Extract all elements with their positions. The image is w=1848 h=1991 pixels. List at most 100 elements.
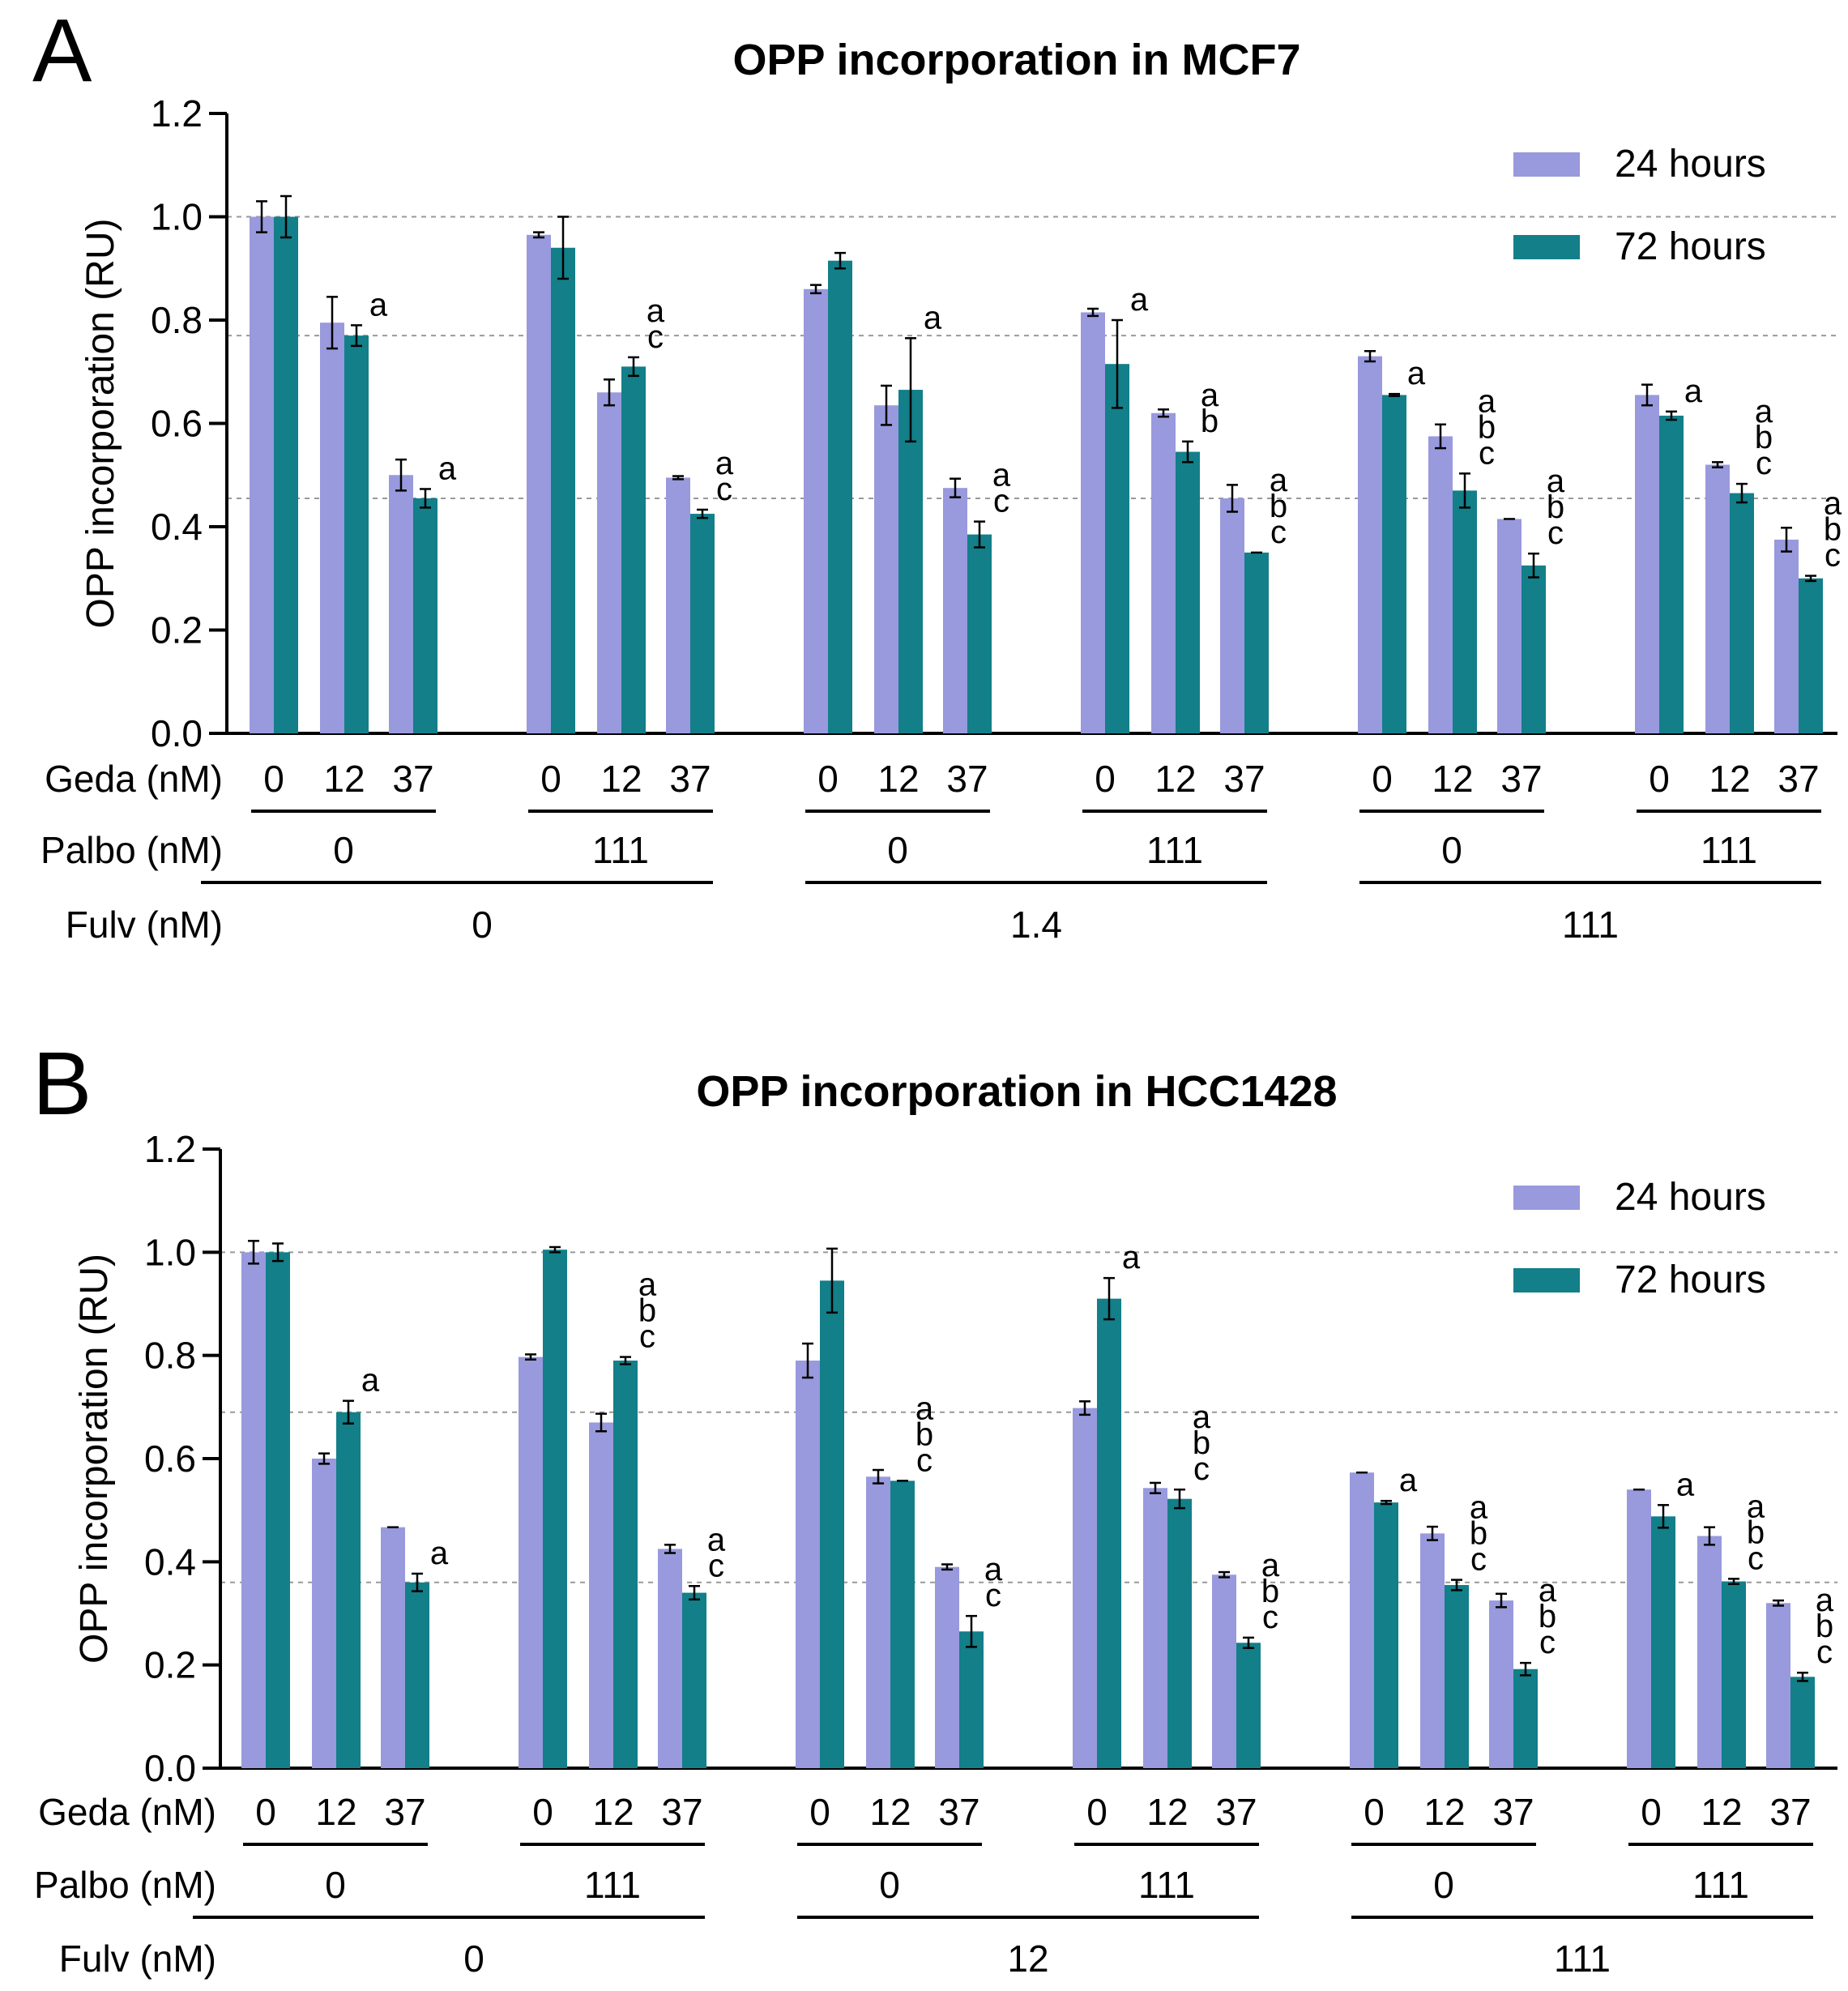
geda-label: 37 bbox=[384, 1791, 425, 1833]
significance-letter: c bbox=[1816, 1634, 1833, 1670]
bar bbox=[381, 1527, 405, 1768]
bar bbox=[866, 1476, 890, 1768]
y-tick-label: 0.6 bbox=[144, 1438, 196, 1480]
y-tick-label: 0.8 bbox=[144, 1335, 196, 1377]
significance-letter: a bbox=[707, 1522, 726, 1557]
y-tick-label: 0.0 bbox=[151, 712, 203, 754]
geda-label: 0 bbox=[809, 1791, 830, 1833]
palbo-label: 0 bbox=[333, 829, 354, 871]
geda-label: 12 bbox=[1701, 1791, 1742, 1833]
geda-label: 12 bbox=[1146, 1791, 1188, 1833]
significance-letter: b bbox=[1824, 512, 1842, 548]
legend-swatch bbox=[1513, 1186, 1580, 1210]
fulv-label: 0 bbox=[472, 904, 493, 946]
chart-panel-B: B OPP incorporation in HCC1428 OPP incorpo… bbox=[32, 1034, 1837, 1980]
geda-label: 12 bbox=[600, 758, 642, 800]
significance-letter: b bbox=[638, 1293, 656, 1329]
significance-letter: a bbox=[915, 1391, 934, 1426]
significance-letter: b bbox=[1193, 1425, 1210, 1461]
bar bbox=[519, 1357, 543, 1768]
geda-label: 0 bbox=[532, 1791, 553, 1833]
bar bbox=[959, 1631, 984, 1768]
bar bbox=[1097, 1298, 1121, 1768]
significance-letter: b bbox=[1201, 404, 1218, 439]
geda-label: 37 bbox=[1492, 1791, 1534, 1833]
geda-label: 37 bbox=[669, 758, 711, 800]
significance-letter: a bbox=[1122, 1240, 1141, 1275]
significance-letter: a bbox=[361, 1363, 380, 1399]
significance-letter: a bbox=[1407, 356, 1426, 391]
chart-title: OPP incorporation in HCC1428 bbox=[696, 1067, 1337, 1116]
bar bbox=[1705, 464, 1730, 733]
geda-label: 0 bbox=[817, 758, 839, 800]
significance-letter: a bbox=[924, 300, 942, 335]
bar bbox=[1697, 1536, 1722, 1768]
legend-label: 72 hours bbox=[1615, 225, 1766, 268]
bar bbox=[1236, 1643, 1261, 1768]
significance-letter: a bbox=[1547, 464, 1565, 499]
significance-letter: c bbox=[708, 1548, 724, 1583]
fulv-label: 1.4 bbox=[1010, 904, 1062, 946]
significance-letter: c bbox=[716, 472, 732, 507]
y-tick-label: 0.2 bbox=[151, 609, 203, 652]
geda-label: 12 bbox=[869, 1791, 911, 1833]
bar bbox=[898, 390, 923, 733]
significance-letter: a bbox=[1201, 378, 1219, 413]
geda-label: 0 bbox=[1086, 1791, 1108, 1833]
legend-label: 24 hours bbox=[1615, 1176, 1766, 1219]
row-label-fulv: Fulv (nM) bbox=[66, 904, 223, 946]
bar bbox=[1176, 451, 1200, 733]
palbo-label: 111 bbox=[592, 829, 649, 871]
bar bbox=[967, 534, 992, 733]
palbo-label: 0 bbox=[887, 829, 908, 871]
y-tick-label: 1.0 bbox=[144, 1231, 196, 1273]
significance-letter: a bbox=[1676, 1467, 1695, 1502]
geda-label: 12 bbox=[1423, 1791, 1465, 1833]
geda-label: 12 bbox=[592, 1791, 634, 1833]
bar bbox=[1730, 493, 1754, 733]
bar bbox=[551, 247, 575, 733]
significance-letter: b bbox=[1261, 1574, 1279, 1609]
bar bbox=[1374, 1502, 1398, 1768]
geda-label: 37 bbox=[1223, 758, 1265, 800]
significance-letter: a bbox=[430, 1536, 449, 1571]
legend-swatch bbox=[1513, 235, 1580, 259]
fulv-label: 111 bbox=[1562, 904, 1619, 946]
bar bbox=[1522, 565, 1546, 733]
bar bbox=[1635, 395, 1659, 733]
significance-letter: c bbox=[1748, 1540, 1764, 1576]
significance-letter: a bbox=[715, 446, 734, 481]
bar bbox=[1774, 539, 1799, 733]
bar bbox=[344, 335, 369, 733]
significance-letter: a bbox=[369, 287, 388, 323]
significance-letter: a bbox=[647, 293, 665, 329]
row-label-geda: Geda (nM) bbox=[38, 1791, 216, 1833]
y-tick-label: 1.2 bbox=[144, 1128, 196, 1170]
bar bbox=[589, 1422, 613, 1768]
geda-label: 37 bbox=[946, 758, 988, 800]
bar bbox=[1105, 364, 1129, 733]
significance-letter: a bbox=[1261, 1548, 1280, 1583]
bar bbox=[336, 1412, 361, 1768]
bar bbox=[405, 1582, 429, 1768]
significance-letter: c bbox=[1547, 515, 1564, 551]
significance-letter: c bbox=[1262, 1600, 1278, 1635]
y-axis-label: OPP incorporation (RU) bbox=[79, 219, 122, 629]
significance-letter: b bbox=[1747, 1515, 1765, 1550]
significance-letter: c bbox=[1825, 538, 1841, 574]
bar bbox=[1453, 490, 1477, 733]
significance-letter: a bbox=[1824, 486, 1842, 522]
significance-letter: c bbox=[1539, 1625, 1556, 1660]
y-tick-label: 0.2 bbox=[144, 1644, 196, 1686]
bar bbox=[312, 1459, 336, 1768]
significance-letter: a bbox=[992, 458, 1011, 493]
row-label-geda: Geda (nM) bbox=[45, 758, 223, 800]
bar bbox=[1220, 498, 1244, 733]
bar bbox=[1497, 519, 1522, 733]
significance-letter: c bbox=[985, 1578, 1001, 1613]
bar bbox=[1382, 395, 1406, 733]
significance-letter: a bbox=[638, 1267, 657, 1303]
legend-swatch bbox=[1513, 152, 1580, 177]
palbo-label: 111 bbox=[1146, 829, 1203, 871]
